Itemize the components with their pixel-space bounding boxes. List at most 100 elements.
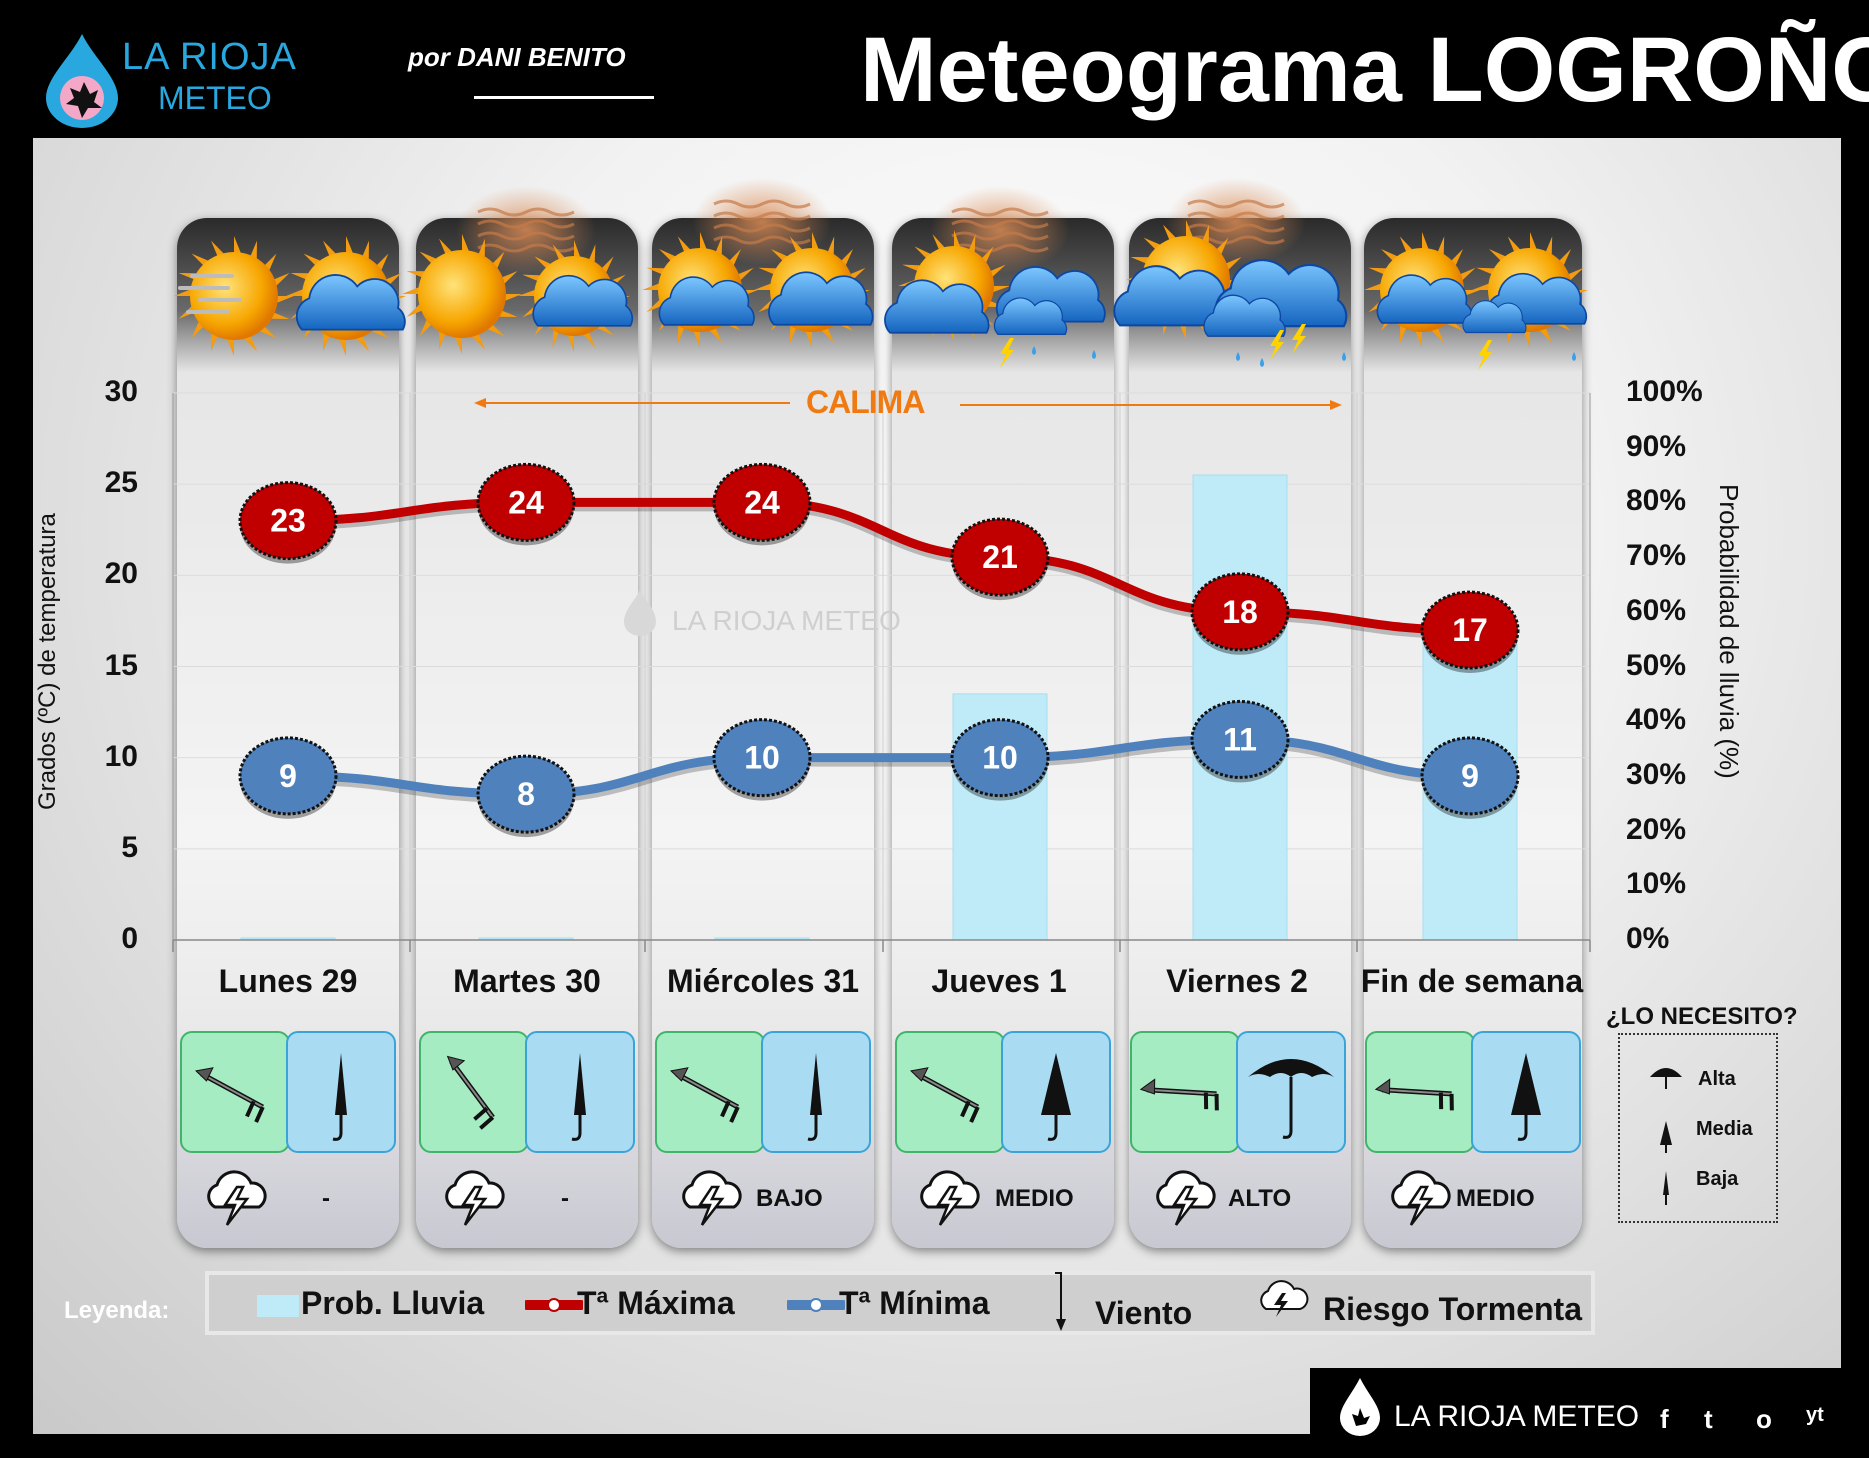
data-label: 10 xyxy=(744,740,780,776)
storm-cloud-icon xyxy=(1391,1170,1451,1226)
footer-brand: LA RIOJA METEO xyxy=(1394,1400,1640,1433)
twitter-icon[interactable]: t xyxy=(1704,1404,1713,1434)
y2-tick-label: 80% xyxy=(1626,484,1687,518)
wind-arrow-icon xyxy=(1055,1272,1066,1331)
y-tick-label: 30 xyxy=(104,375,138,408)
cloud-icon xyxy=(768,271,874,326)
umbrella-need-title: ¿LO NECESITO? xyxy=(1606,1003,1798,1030)
wind-arrow-icon xyxy=(195,1067,265,1123)
y-tick-label: 20 xyxy=(104,557,138,591)
wind-arrow-icon xyxy=(1374,1078,1454,1111)
logo-text-line1: LA RIOJA xyxy=(122,36,297,78)
watermark-text: LA RIOJA METEO xyxy=(672,605,901,636)
storm-risk-value: - xyxy=(322,1185,330,1212)
rain-drop-icon xyxy=(1032,346,1036,355)
storm-cloud-icon xyxy=(207,1170,267,1226)
data-label: 17 xyxy=(1452,612,1488,648)
rain-drop-icon xyxy=(1260,358,1264,367)
rain-probability-bars xyxy=(240,474,1518,941)
storm-risk-icons xyxy=(207,1170,1451,1226)
data-label: 24 xyxy=(744,484,780,520)
point-marker xyxy=(1420,590,1520,670)
umbrella-icon xyxy=(1248,1059,1334,1139)
y2-tick-label: 20% xyxy=(1626,812,1687,846)
umbrella-tile xyxy=(286,1031,396,1153)
y-tick-label: 25 xyxy=(104,466,138,500)
data-label: 11 xyxy=(1223,721,1257,757)
data-label: 8 xyxy=(517,776,535,812)
y2-tick-label: 90% xyxy=(1626,429,1687,463)
legend-label: Leyenda: xyxy=(64,1297,170,1324)
cloud-icon xyxy=(1462,300,1527,334)
cloud-icon xyxy=(1203,294,1286,337)
storm-risk-value: BAJO xyxy=(756,1185,823,1212)
facebook-icon[interactable]: f xyxy=(1660,1404,1669,1434)
lightning-icon xyxy=(1270,330,1284,360)
water-drop-logo-icon xyxy=(46,34,118,128)
cloud-icon xyxy=(532,274,634,327)
storm-cloud-icon xyxy=(920,1170,980,1226)
author-byline: por DANI BENITO xyxy=(408,42,626,72)
day-label: Lunes 29 xyxy=(218,963,358,999)
point-marker xyxy=(712,718,812,798)
day-label: Jueves 1 xyxy=(931,963,1067,999)
data-label: 24 xyxy=(508,484,544,520)
y-tick-label: 0 xyxy=(121,922,138,955)
data-label: 9 xyxy=(279,758,297,794)
rain-drop-icon xyxy=(1342,352,1346,361)
lightning-icon xyxy=(1292,324,1306,354)
storm-cloud-icon xyxy=(1260,1280,1309,1317)
legend-tmax: Tª Máxima xyxy=(577,1285,735,1321)
point-marker xyxy=(950,517,1050,597)
umbrella-tile xyxy=(1001,1031,1111,1153)
y2-tick-label: 40% xyxy=(1626,703,1687,737)
cloud-icon xyxy=(884,279,990,334)
storm-cloud-icon xyxy=(445,1170,505,1226)
wind-tile xyxy=(655,1031,765,1153)
need-level-high: Alta xyxy=(1698,1068,1736,1090)
legend-wind: Viento xyxy=(1095,1295,1193,1331)
instagram-icon[interactable]: o xyxy=(1756,1404,1772,1434)
data-label: 21 xyxy=(982,539,1018,575)
meteogram-chart: LA RIOJA METEO 23 24 24 21 18 17 9 8 10 10 11 9 xyxy=(172,392,1591,952)
lightning-icon xyxy=(1478,340,1492,370)
point-marker xyxy=(712,462,812,542)
wind-tile xyxy=(180,1031,290,1153)
header: LA RIOJA METEO por DANI BENITO Meteogram… xyxy=(0,0,1869,138)
storm-risk-value: - xyxy=(561,1185,569,1212)
point-marker xyxy=(1190,572,1290,652)
calima-annotation: CALIMA xyxy=(806,384,925,420)
umbrella-need-legend: Alta Media Baja xyxy=(1618,1033,1778,1223)
y2-tick-label: 30% xyxy=(1626,757,1687,791)
brand-logo: LA RIOJA METEO xyxy=(40,18,310,130)
point-marker xyxy=(238,736,338,816)
rain-drop-icon xyxy=(1092,350,1096,359)
cloud-icon xyxy=(1376,274,1473,324)
footer xyxy=(1310,1368,1869,1458)
day-label: Fin de semana xyxy=(1360,963,1584,999)
footer-drop-logo-icon xyxy=(1340,1378,1380,1436)
youtube-icon[interactable]: yt xyxy=(1806,1404,1824,1426)
logo-text-line2: METEO xyxy=(158,80,272,116)
point-marker xyxy=(1190,699,1290,779)
need-level-medium: Media xyxy=(1696,1118,1753,1140)
cloud-icon xyxy=(295,274,406,331)
legend-tmin: Tª Mínima xyxy=(839,1285,990,1321)
umbrella-icon xyxy=(807,1053,822,1141)
wind-tile xyxy=(419,1031,529,1153)
y2-tick-label: 60% xyxy=(1626,593,1687,627)
lightning-icon xyxy=(1000,338,1014,368)
umbrella-icon xyxy=(1511,1053,1541,1141)
weather-icons xyxy=(174,178,1588,370)
mist-icon xyxy=(178,274,242,314)
wind-arrow-icon xyxy=(910,1067,980,1123)
legend-storm: Riesgo Tormenta xyxy=(1323,1291,1582,1327)
need-level-low: Baja xyxy=(1696,1168,1739,1190)
legend-rain: Prob. Lluvia xyxy=(301,1285,485,1321)
watermark: LA RIOJA METEO xyxy=(624,590,901,636)
point-marker xyxy=(476,462,576,542)
point-marker xyxy=(476,754,576,834)
legend-tmax-swatch xyxy=(525,1298,583,1312)
wind-tile xyxy=(1365,1031,1475,1153)
byline-underline xyxy=(474,96,654,99)
